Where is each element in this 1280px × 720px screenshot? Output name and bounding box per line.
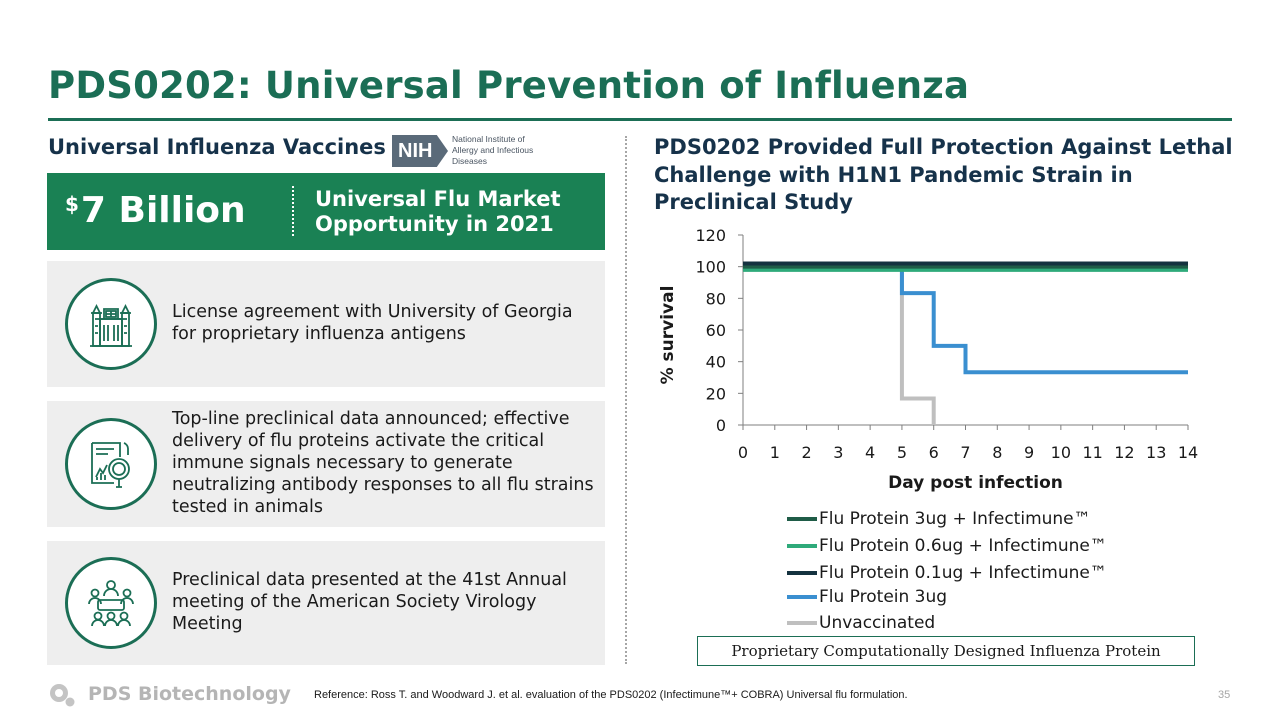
x-tick-label: 4: [865, 443, 875, 462]
chart-heading: PDS0202 Provided Full Protection Against…: [654, 135, 1233, 214]
data-analysis-magnifier-icon: [65, 418, 157, 510]
legend-label: Flu Protein 0.1ug + Infectimune™: [819, 563, 1107, 583]
x-tick-label: 2: [801, 443, 811, 462]
y-tick-label: 120: [695, 226, 726, 245]
y-tick-label: 60: [706, 321, 726, 340]
x-tick-label: 0: [738, 443, 748, 462]
reference-note: Reference: Ross T. and Woodward J. et al…: [314, 689, 908, 701]
card-text-meeting: Preclinical data presented at the 41st A…: [172, 570, 567, 634]
pds-logo-icon: [50, 684, 75, 707]
x-tick-label: 1: [770, 443, 780, 462]
market-description: Universal Flu Market Opportunity in 2021: [315, 187, 561, 236]
y-tick-label: 20: [706, 384, 726, 403]
column-divider: [625, 136, 627, 664]
legend-swatch: [787, 571, 817, 575]
legend-label: Flu Protein 3ug + Infectimune™: [819, 509, 1091, 529]
x-tick-label: 11: [1082, 443, 1102, 462]
y-tick-label: 0: [716, 416, 726, 435]
university-building-icon: [65, 278, 157, 370]
x-tick-label: 5: [897, 443, 907, 462]
x-tick-label: 7: [960, 443, 970, 462]
x-tick-label: 9: [1024, 443, 1034, 462]
series-line: [743, 264, 936, 425]
legend-swatch: [787, 544, 817, 548]
legend-swatch: [787, 517, 817, 521]
chart-caption: Proprietary Computationally Designed Inf…: [697, 636, 1195, 666]
left-section-heading: Universal Influenza Vaccines: [48, 135, 386, 159]
card-text-license: License agreement with University of Geo…: [172, 302, 573, 344]
legend-label: Flu Protein 3ug: [819, 587, 948, 607]
y-tick-label: 40: [706, 353, 726, 372]
y-tick-label: 100: [695, 258, 726, 277]
x-tick-label: 8: [992, 443, 1002, 462]
page-number: 35: [1218, 689, 1231, 701]
market-amount: $7 Billion: [65, 190, 246, 231]
title-divider: [48, 118, 1232, 121]
x-axis-label: Day post infection: [888, 473, 1063, 493]
series-line: [743, 264, 1188, 375]
x-tick-label: 12: [1114, 443, 1134, 462]
nih-badge: NIH: [392, 135, 448, 167]
y-tick-label: 80: [706, 289, 726, 308]
nih-logo-text: National Institute of Allergy and Infect…: [452, 134, 534, 166]
legend-label: Unvaccinated: [819, 613, 936, 633]
slide-title: PDS0202: Universal Prevention of Influen…: [48, 64, 970, 107]
market-banner: $7 Billion Universal Flu Market Opportun…: [47, 173, 605, 250]
x-tick-label: 13: [1146, 443, 1166, 462]
meeting-people-icon: [65, 557, 157, 649]
legend-swatch: [787, 621, 817, 625]
currency-symbol: $: [65, 192, 79, 216]
y-axis-label: % survival: [658, 286, 678, 385]
legend-label: Flu Protein 0.6ug + Infectimune™: [819, 536, 1107, 556]
banner-divider: [292, 186, 294, 236]
card-text-preclinical-data: Top-line preclinical data announced; eff…: [172, 409, 594, 517]
x-tick-label: 14: [1178, 443, 1198, 462]
info-card-meeting: Preclinical data presented at the 41st A…: [47, 541, 605, 665]
x-tick-label: 3: [833, 443, 843, 462]
x-tick-label: 6: [929, 443, 939, 462]
x-tick-label: 10: [1051, 443, 1071, 462]
nih-logo: NIH National Institute of Allergy and In…: [392, 133, 542, 169]
market-amount-value: 7 Billion: [80, 190, 246, 231]
company-name: PDS Biotechnology: [88, 683, 291, 705]
info-card-license: License agreement with University of Geo…: [47, 261, 605, 387]
legend-swatch: [787, 595, 817, 599]
info-card-preclinical-data: Top-line preclinical data announced; eff…: [47, 401, 605, 527]
